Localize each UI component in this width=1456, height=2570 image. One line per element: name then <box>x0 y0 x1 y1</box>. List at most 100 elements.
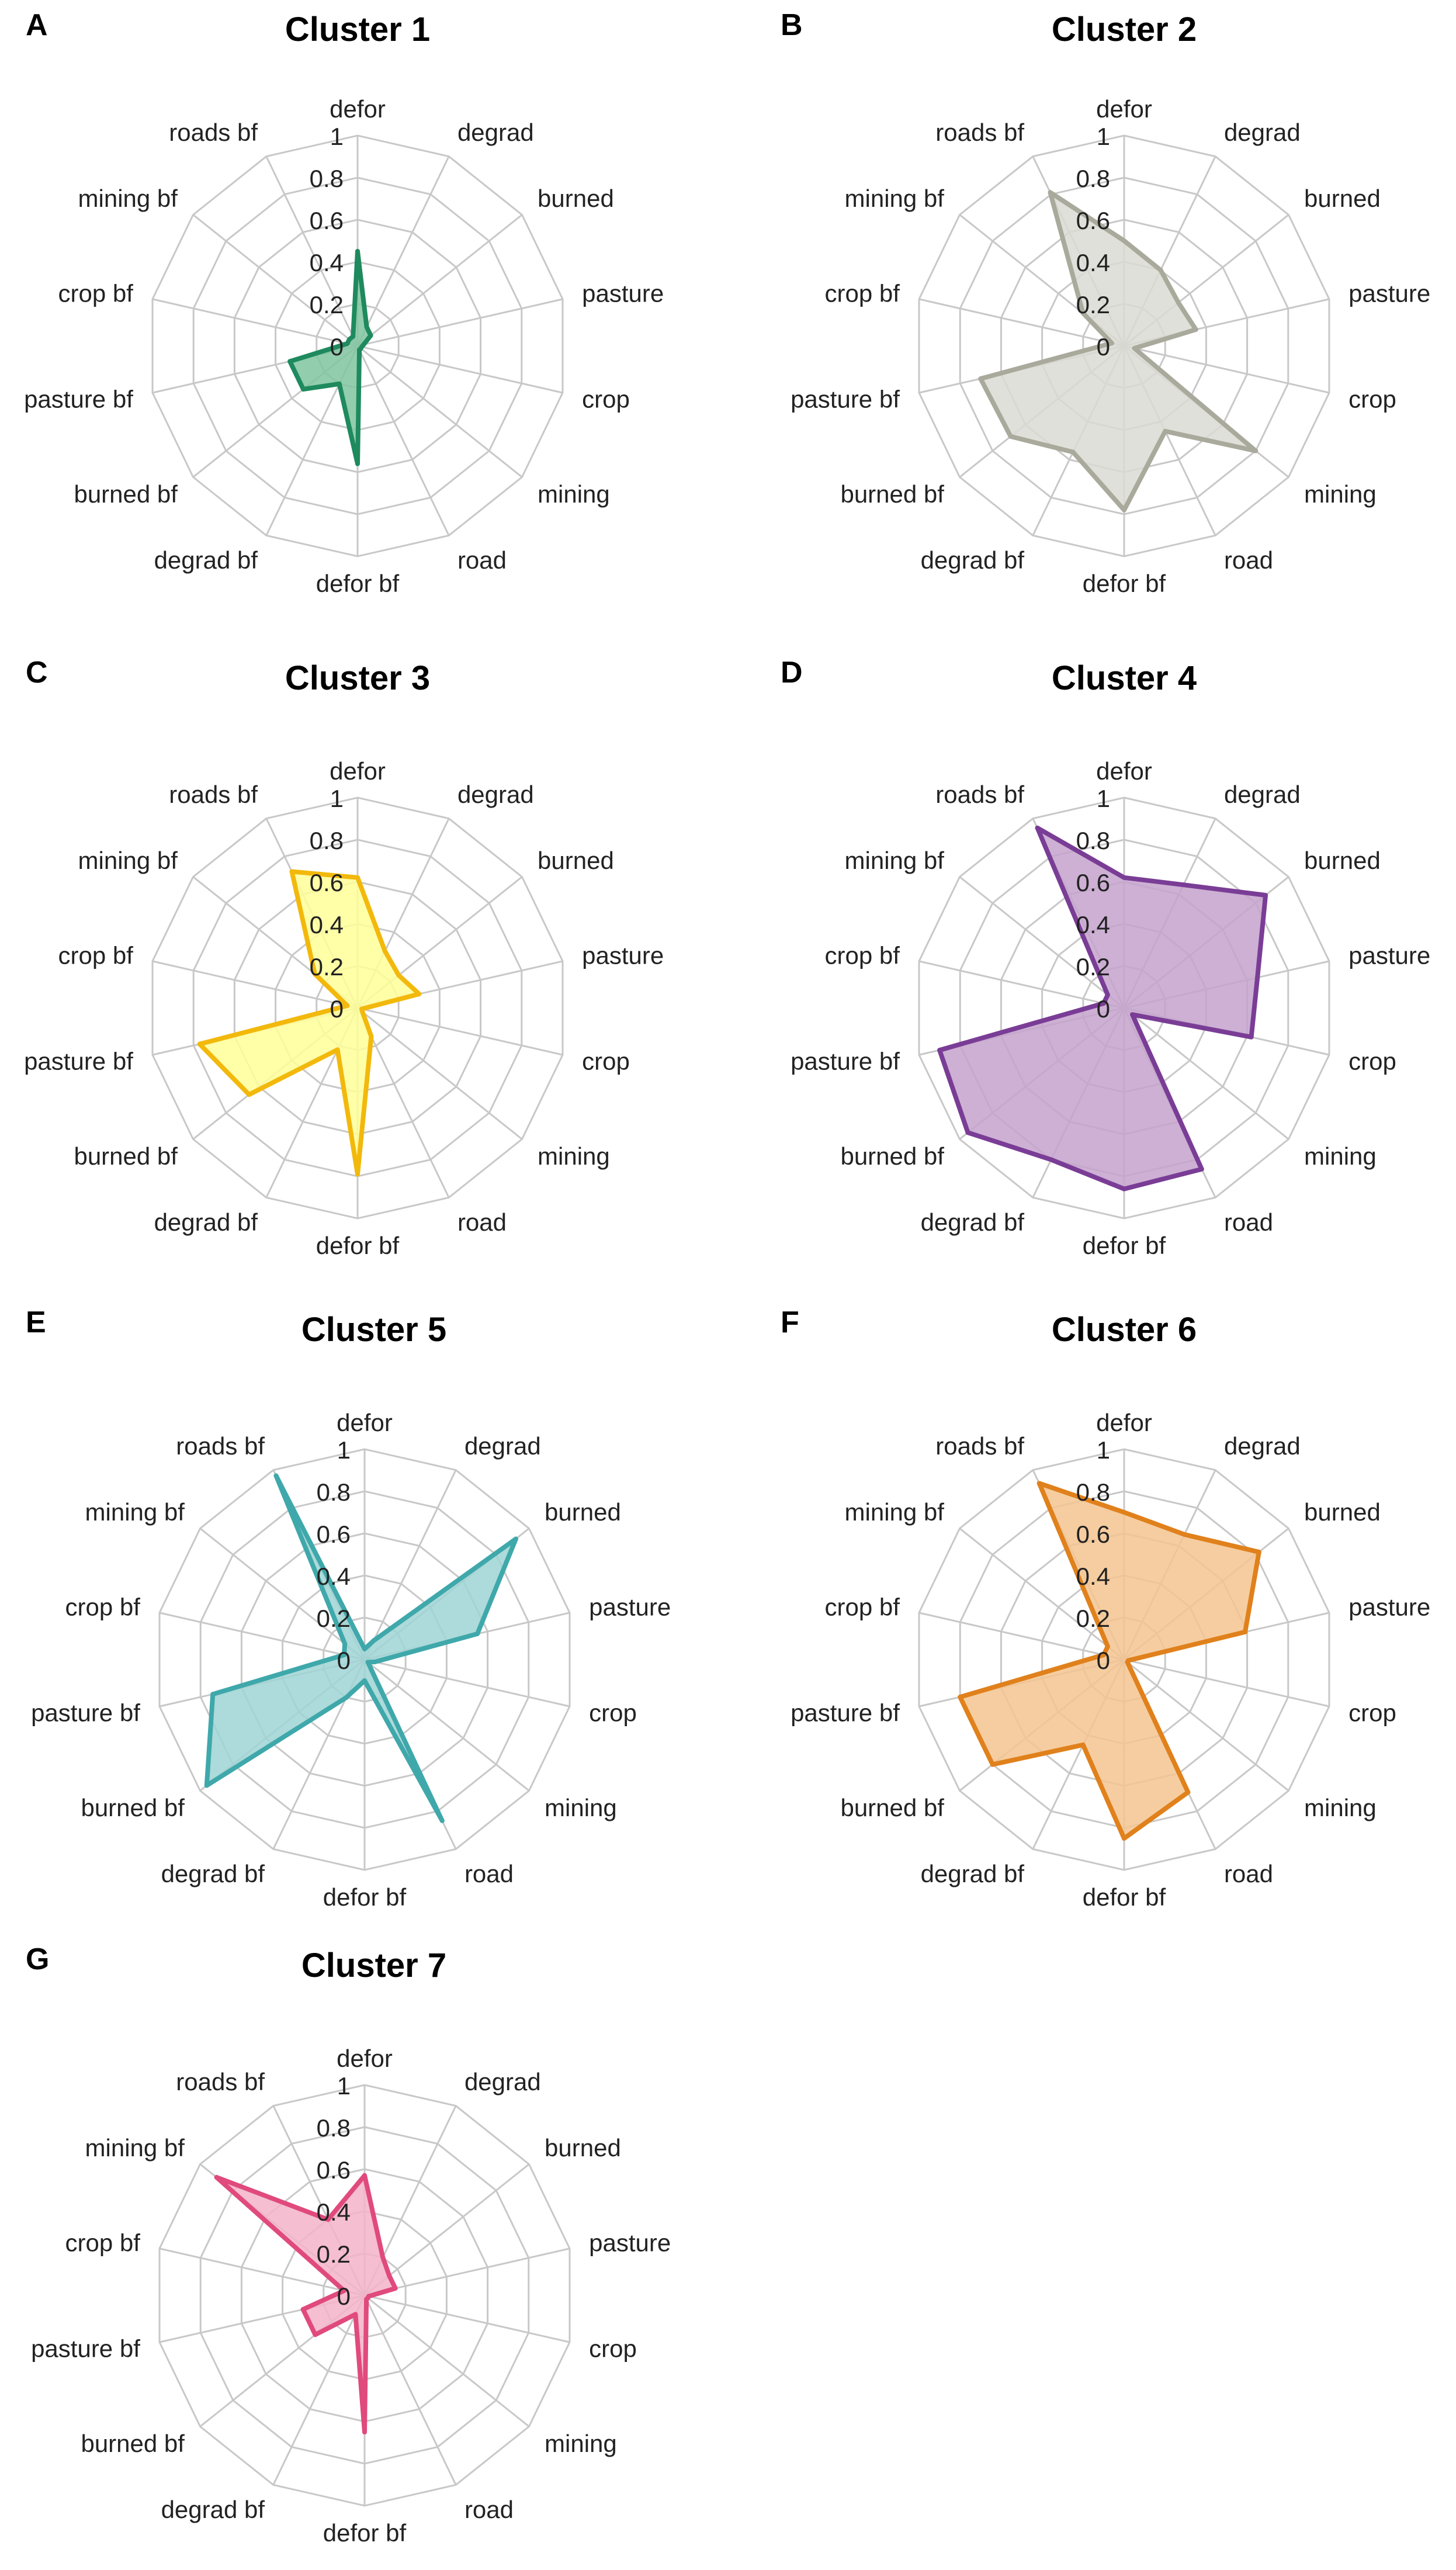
data-point-crop-bf <box>345 341 350 346</box>
axis-label-roads-bf: roads bf <box>176 1432 265 1460</box>
tick-label: 1 <box>337 1436 351 1464</box>
axis-label-crop: crop <box>589 1699 637 1726</box>
data-point-pasture-bf <box>210 1692 216 1697</box>
panel-label: B <box>781 8 803 42</box>
data-point-road <box>1185 1790 1191 1795</box>
data-point-defor <box>1122 1510 1126 1515</box>
data-point-burned-bf <box>990 1762 995 1767</box>
axis-label-mining-bf: mining bf <box>85 2134 185 2162</box>
tick-label: 0 <box>330 995 344 1023</box>
data-point-degrad-bf <box>1049 1157 1054 1162</box>
data-point-crop <box>372 1660 377 1665</box>
axis-spoke <box>364 1658 570 1707</box>
data-point-mining <box>365 1660 370 1665</box>
chart-title: Cluster 7 <box>301 1946 446 1984</box>
data-point-burned-bf <box>313 2332 318 2337</box>
axis-label-mining-bf: mining bf <box>78 847 178 874</box>
tick-label: 0.8 <box>317 1478 351 1506</box>
axis-label-degrad: degrad <box>1224 1432 1301 1460</box>
data-point-mining <box>1253 448 1259 453</box>
axis-label-crop-bf: crop bf <box>58 280 133 307</box>
axis-spoke <box>918 1612 1125 1661</box>
chart-title: Cluster 5 <box>301 1311 446 1349</box>
axis-label-crop: crop <box>589 2335 637 2362</box>
axis-label-pasture: pasture <box>589 1594 671 1621</box>
axis-label-road: road <box>464 2496 514 2523</box>
axis-label-defor: defor <box>330 95 386 123</box>
axis-label-mining: mining <box>1304 1794 1377 1821</box>
data-point-degrad-bf <box>337 381 342 386</box>
axis-label-defor-bf: defor bf <box>1083 1232 1166 1259</box>
tick-label: 0.6 <box>1076 869 1110 896</box>
axis-label-degrad-bf: degrad bf <box>921 1208 1025 1236</box>
tick-label: 0.4 <box>310 249 344 276</box>
axis-label-crop: crop <box>582 1047 630 1075</box>
tick-label: 0.8 <box>310 827 344 854</box>
tick-label: 0.8 <box>310 165 344 192</box>
tick-label: 0 <box>337 1647 351 1674</box>
data-point-burned <box>387 2273 392 2278</box>
axis-label-pasture-bf: pasture bf <box>31 2335 140 2362</box>
tick-label: 0.4 <box>1076 1563 1110 1590</box>
axis-label-crop-bf: crop bf <box>824 942 900 969</box>
tick-label: 0.4 <box>310 911 344 938</box>
axis-label-pasture: pasture <box>589 2229 671 2257</box>
axis-label-mining-bf: mining bf <box>845 847 945 874</box>
axis-spoke <box>357 298 563 347</box>
data-point-burned-bf <box>247 1092 252 1097</box>
data-point-road <box>364 2297 369 2302</box>
tick-label: 0.6 <box>1076 1520 1110 1548</box>
data-point-burned <box>1263 892 1268 898</box>
tick-label: 0 <box>1097 995 1110 1023</box>
tick-label: 0.6 <box>317 2156 351 2184</box>
axis-label-burned: burned <box>1304 1498 1381 1526</box>
axis-spoke <box>1124 1658 1330 1707</box>
data-point-defor-bf <box>1122 507 1126 512</box>
axis-label-degrad-bf: degrad bf <box>154 546 258 574</box>
axis-spoke <box>357 345 523 478</box>
tick-label: 0.6 <box>310 207 344 234</box>
data-point-degrad-bf <box>1070 449 1076 455</box>
axis-label-burned-bf: burned bf <box>74 480 178 508</box>
data-point-degrad-bf <box>1080 1742 1086 1747</box>
axis-spoke <box>1124 345 1330 394</box>
data-point-crop <box>1132 346 1137 351</box>
axis-spoke <box>159 1612 365 1661</box>
data-point-defor <box>362 1647 367 1651</box>
chart-title: Cluster 4 <box>1052 659 1197 697</box>
axis-label-burned: burned <box>1304 847 1381 874</box>
data-point-crop-bf <box>1101 1000 1106 1006</box>
axis-spoke <box>364 2294 530 2427</box>
axis-label-defor-bf: defor bf <box>316 570 400 597</box>
axis-spoke <box>918 960 1125 1009</box>
data-point-road <box>357 347 362 352</box>
data-point-pasture-bf <box>287 359 293 364</box>
axis-label-burned: burned <box>538 185 614 212</box>
data-point-mining-bf <box>1105 1644 1110 1649</box>
axis-label-defor: defor <box>337 2045 393 2072</box>
tick-label: 1 <box>1097 123 1110 150</box>
data-point-defor <box>355 875 360 880</box>
axis-spoke <box>357 1007 523 1140</box>
tick-label: 0.2 <box>1076 1605 1110 1632</box>
data-point-crop-bf <box>341 1652 346 1657</box>
data-point-roads-bf <box>325 2217 331 2222</box>
data-point-burned <box>1256 1549 1261 1554</box>
axis-label-pasture: pasture <box>1348 280 1430 307</box>
tick-label: 0.2 <box>310 953 344 981</box>
axis-label-pasture-bf: pasture bf <box>791 1699 900 1726</box>
data-point-defor-bf <box>362 2430 367 2434</box>
axis-label-burned: burned <box>538 847 614 874</box>
tick-label: 0 <box>330 333 344 361</box>
tick-label: 0.4 <box>1076 911 1110 938</box>
data-point-defor <box>362 2173 367 2178</box>
data-point-mining-bf <box>1080 310 1086 316</box>
tick-label: 0.8 <box>317 2114 351 2142</box>
axis-label-degrad: degrad <box>457 781 534 808</box>
data-point-pasture-bf <box>300 2307 306 2312</box>
tick-label: 0.8 <box>1076 165 1110 192</box>
axis-label-defor-bf: defor bf <box>323 1883 407 1911</box>
axis-label-burned-bf: burned bf <box>81 2430 185 2457</box>
axis-label-road: road <box>457 1208 507 1236</box>
